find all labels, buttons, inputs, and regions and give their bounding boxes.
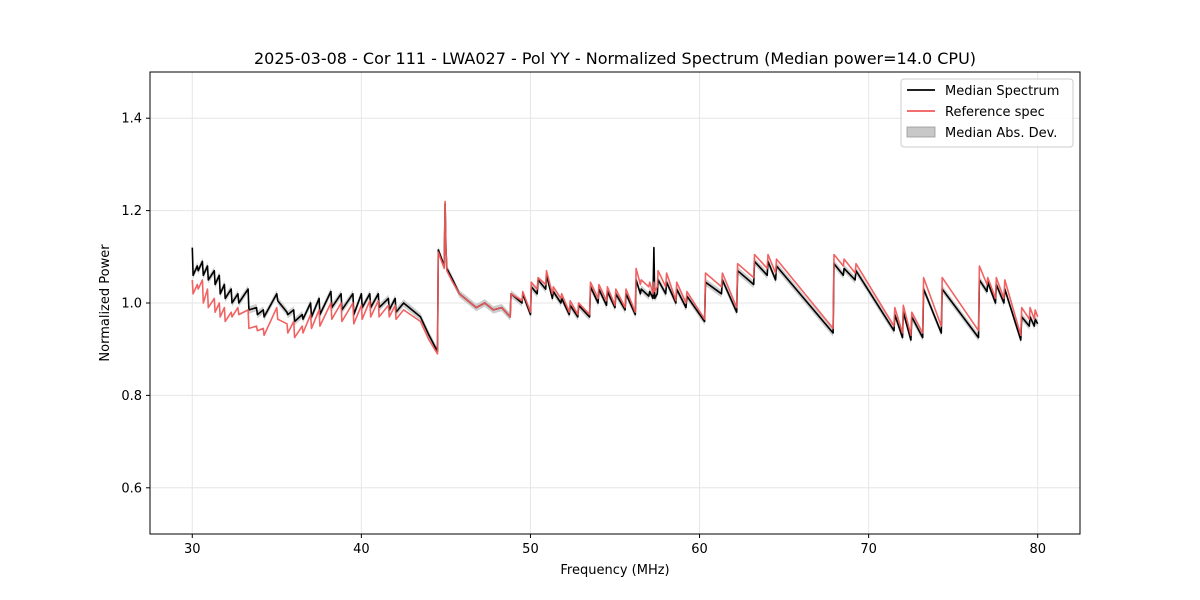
legend-box — [900, 78, 1074, 148]
x-tick-label-80: 80 — [1029, 542, 1046, 557]
y-axis-label: Normalized Power — [98, 244, 113, 362]
series-lines — [191, 200, 1039, 355]
median-spectrum-line — [191, 202, 1039, 353]
y-tick-label-1: 1.0 — [121, 297, 142, 312]
legend-label-mad: Median Abs. Dev. — [945, 126, 1057, 141]
x-axis-ticks: 30 40 50 60 70 80 — [184, 534, 1046, 557]
y-tick-label-0.8: 0.8 — [121, 389, 142, 404]
x-tick-label-30: 30 — [184, 542, 201, 557]
legend: Median Spectrum Reference spec Median Ab… — [900, 78, 1074, 148]
reference-spec-line — [191, 200, 1039, 355]
legend-label-reference: Reference spec — [945, 105, 1045, 120]
y-axis-ticks: 0.6 0.8 1.0 1.2 1.4 — [121, 112, 150, 496]
x-axis-label: Frequency (MHz) — [560, 563, 669, 578]
legend-label-median: Median Spectrum — [945, 84, 1059, 99]
x-tick-label-60: 60 — [691, 542, 708, 557]
legend-swatch-mad — [906, 126, 936, 138]
x-tick-label-70: 70 — [860, 542, 877, 557]
chart-title: 2025-03-08 - Cor 111 - LWA027 - Pol YY -… — [254, 49, 976, 68]
y-tick-label-1.4: 1.4 — [121, 112, 142, 127]
y-tick-label-1.2: 1.2 — [121, 204, 142, 219]
x-tick-label-50: 50 — [522, 542, 539, 557]
x-tick-label-40: 40 — [353, 542, 370, 557]
y-tick-label-0.6: 0.6 — [121, 481, 142, 496]
